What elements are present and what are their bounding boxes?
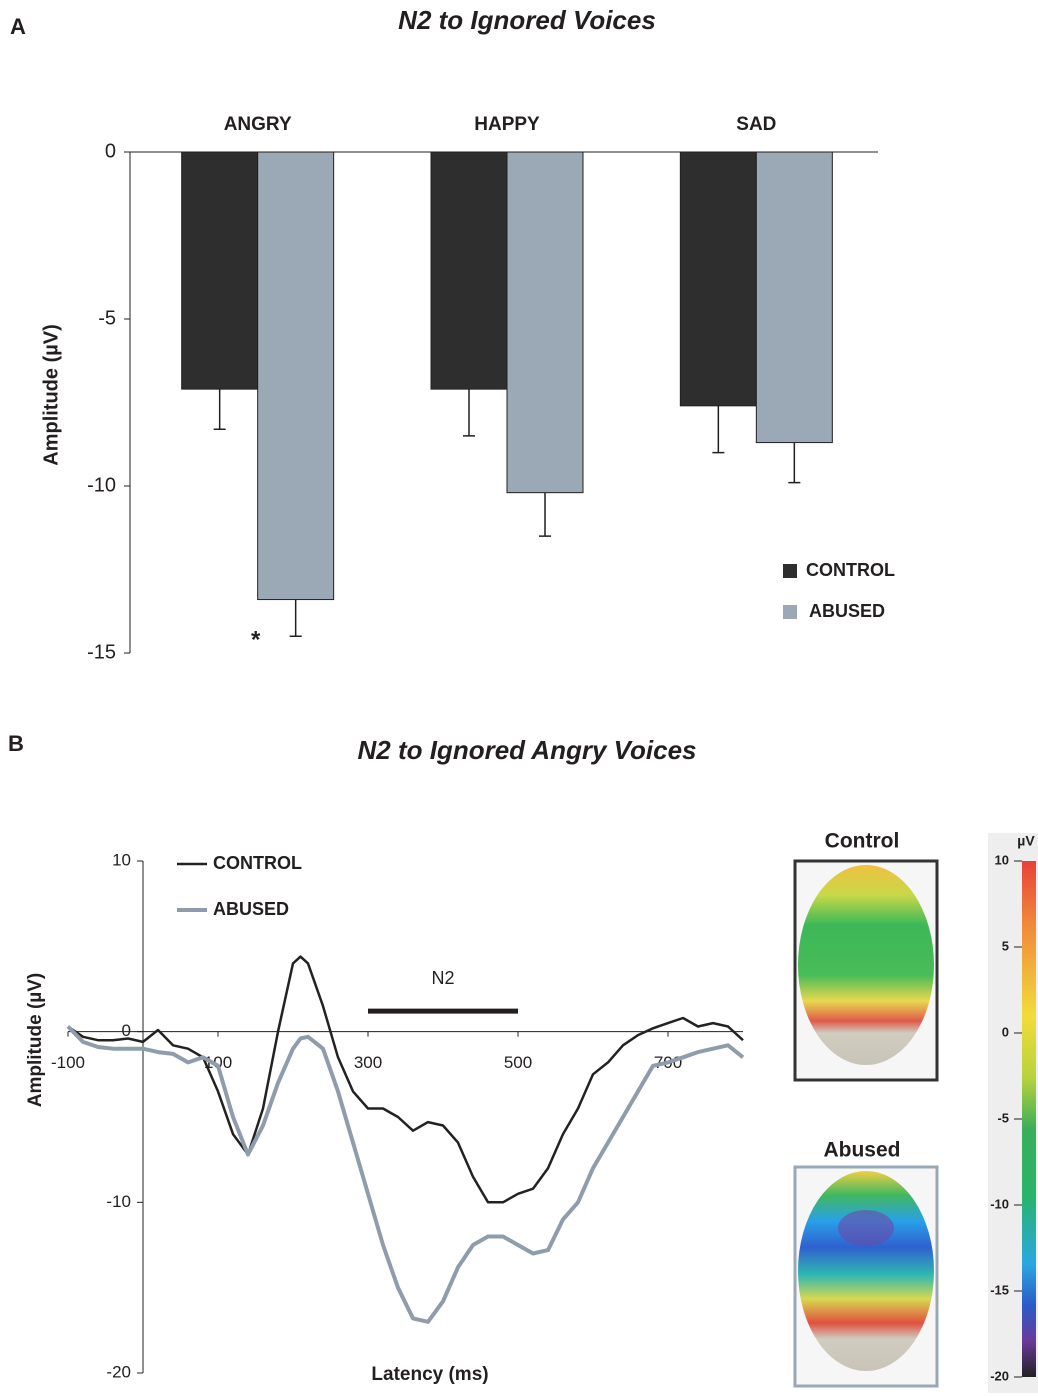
series-line	[66, 1025, 745, 1324]
bar	[430, 151, 508, 390]
head-map	[798, 1171, 934, 1371]
error-bar	[213, 389, 226, 430]
colorbar-tick-label: -5	[997, 1110, 1009, 1125]
map-title: Control	[825, 830, 900, 853]
colorbar-tick-label: 10	[995, 852, 1009, 867]
map-title: Abused	[823, 1139, 900, 1162]
panel-label: A	[10, 14, 26, 39]
n2-label: N2	[431, 968, 454, 988]
y-tick-label: 0	[122, 1021, 131, 1040]
chart-title: N2 to Ignored Angry Voices	[357, 735, 696, 765]
error-bar	[712, 405, 725, 454]
y-tick-label: 10	[112, 850, 131, 869]
y-axis-label: Amplitude (µV)	[25, 973, 46, 1107]
error-bar	[289, 599, 302, 638]
legend-swatch	[783, 564, 797, 578]
x-tick-label: -100	[51, 1053, 85, 1072]
y-tick-label: -15	[87, 641, 116, 663]
x-axis-label: Latency (ms)	[371, 1364, 488, 1385]
head-map-spot	[838, 1210, 894, 1246]
y-tick-label: -20	[106, 1362, 131, 1381]
legend-label: ABUSED	[213, 899, 289, 919]
bar	[755, 151, 833, 444]
x-tick-label: 300	[354, 1053, 382, 1072]
category-label: SAD	[736, 114, 776, 135]
colorbar-unit: µV	[1017, 833, 1035, 849]
error-bar	[539, 492, 551, 537]
category-label: HAPPY	[474, 114, 540, 135]
x-tick-label: 500	[504, 1053, 532, 1072]
panel-label: B	[8, 731, 24, 756]
colorbar-tick-label: -20	[990, 1368, 1009, 1383]
legend-label: CONTROL	[213, 853, 302, 873]
bar	[257, 151, 335, 601]
x-tick-label: 100	[204, 1053, 232, 1072]
y-tick-label: -10	[87, 474, 116, 496]
error-bar	[788, 442, 801, 484]
bar	[506, 151, 584, 494]
colorbar	[1022, 861, 1036, 1377]
colorbar-tick-label: -10	[990, 1196, 1009, 1211]
y-tick-label: 0	[105, 140, 116, 162]
legend-label: ABUSED	[809, 601, 885, 621]
series-line	[67, 955, 744, 1204]
bar	[181, 151, 259, 390]
significance-mark: *	[251, 627, 261, 654]
y-tick-label: -10	[106, 1192, 131, 1211]
bar	[679, 151, 757, 407]
colorbar-tick-label: 0	[1002, 1024, 1009, 1039]
y-tick-label: -5	[98, 307, 116, 329]
colorbar-tick-label: -15	[990, 1282, 1009, 1297]
head-map	[798, 865, 934, 1065]
category-label: ANGRY	[224, 114, 292, 135]
error-bar	[463, 389, 475, 437]
chart-title: N2 to Ignored Voices	[398, 5, 656, 35]
y-axis-label: Amplitude (µV)	[40, 324, 62, 466]
colorbar-tick-label: 5	[1002, 938, 1009, 953]
legend-label: CONTROL	[806, 560, 895, 580]
legend-swatch	[783, 605, 797, 619]
